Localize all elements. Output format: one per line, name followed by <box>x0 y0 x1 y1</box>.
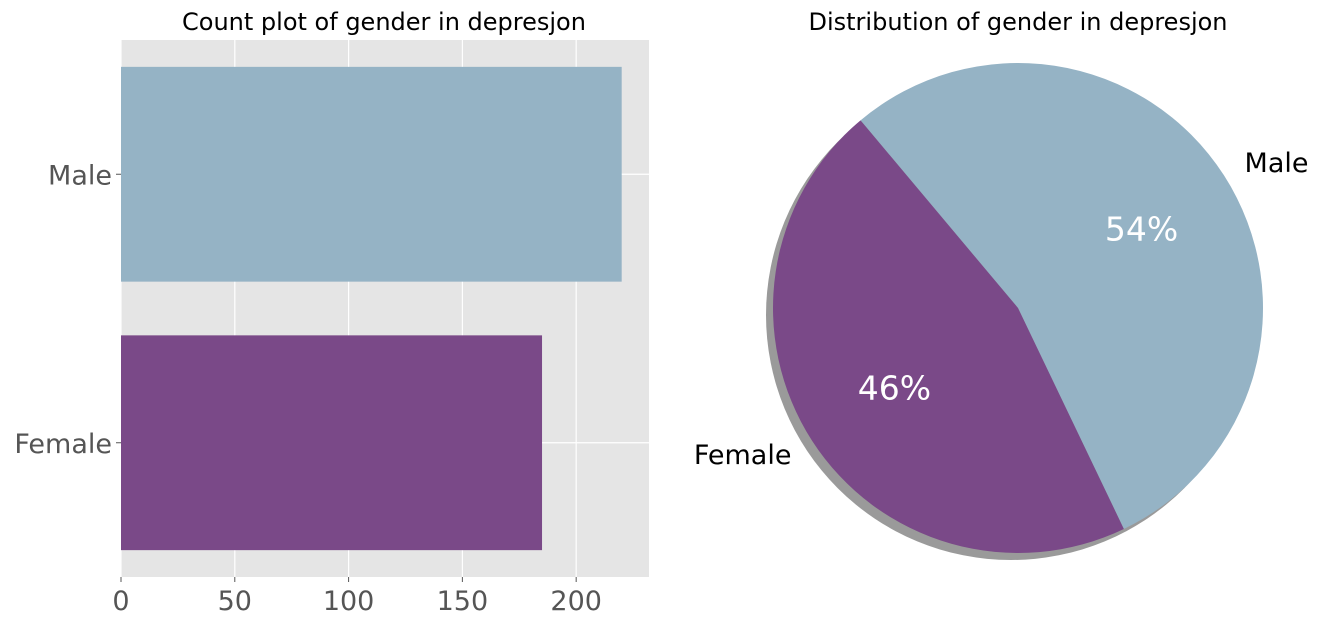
bars <box>121 66 622 551</box>
pie-chart-title: Distribution of gender in depresjon <box>808 8 1227 36</box>
pie-label-female: Female <box>694 440 792 471</box>
pie-label-male: Male <box>1245 148 1309 179</box>
x-tick-label: 150 <box>437 586 489 617</box>
pie-slices <box>773 62 1264 553</box>
axes: 0 50 100 150 200 Male Female <box>14 160 602 617</box>
pie-chart: 54% Male 46% Female Distribution of gender … <box>694 8 1309 560</box>
x-tick-label: 50 <box>218 586 252 617</box>
x-tick-label: 200 <box>550 586 602 617</box>
y-tick-label-female: Female <box>14 429 112 460</box>
pie-slice-male <box>860 62 1264 529</box>
count-plot: 0 50 100 150 200 Male Female Count plot of gen… <box>14 8 649 617</box>
count-plot-title: Count plot of gender in depresjon <box>182 8 586 36</box>
pie-slice-female <box>773 120 1124 553</box>
pie-percent-male: 54% <box>1105 209 1178 248</box>
x-tick-label: 0 <box>112 586 129 617</box>
pie-labels: 54% Male 46% Female <box>694 148 1309 471</box>
bar-male <box>121 66 622 282</box>
y-tick-label-male: Male <box>48 160 112 191</box>
bar-female <box>121 335 543 551</box>
x-tick-label: 100 <box>323 586 375 617</box>
pie-percent-female: 46% <box>858 369 931 408</box>
